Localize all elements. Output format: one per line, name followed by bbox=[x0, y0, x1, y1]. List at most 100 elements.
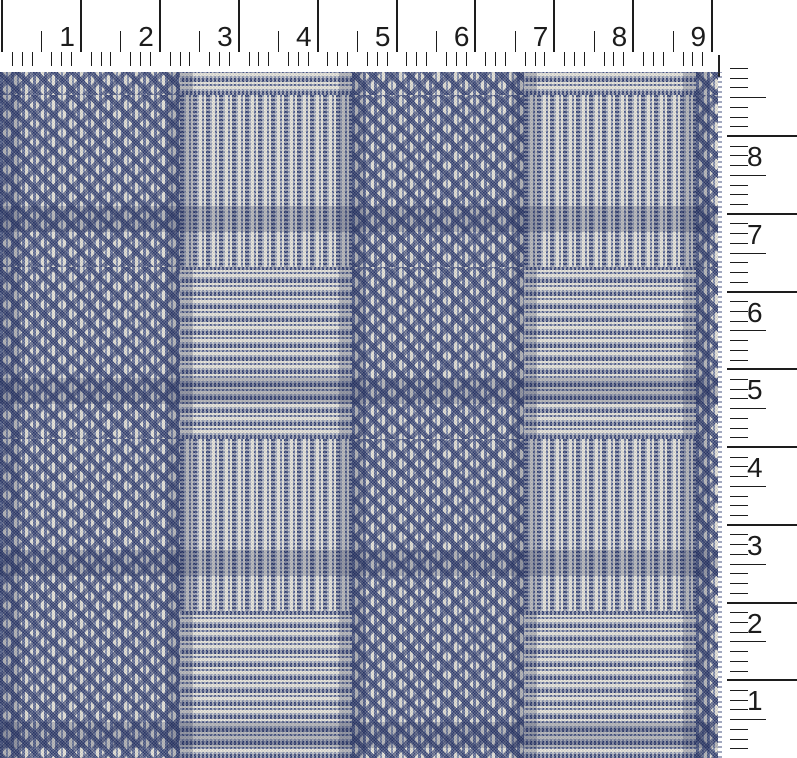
eighth-inch-tick bbox=[228, 52, 230, 66]
inch-number: 1 bbox=[747, 685, 763, 717]
eighth-inch-tick bbox=[544, 52, 546, 66]
eighth-inch-tick bbox=[179, 52, 181, 66]
inch-number: 2 bbox=[138, 21, 154, 52]
half-inch-tick bbox=[278, 31, 280, 52]
eighth-inch-tick bbox=[169, 52, 171, 66]
inch-number: 6 bbox=[747, 296, 763, 328]
eighth-inch-tick bbox=[730, 106, 748, 108]
eighth-inch-tick bbox=[730, 126, 748, 128]
houndstooth-block bbox=[352, 267, 524, 439]
eighth-inch-tick bbox=[730, 378, 748, 380]
eighth-inch-tick bbox=[730, 67, 748, 69]
eighth-inch-tick bbox=[366, 52, 368, 66]
eighth-inch-tick bbox=[445, 52, 447, 66]
eighth-inch-tick bbox=[288, 52, 289, 66]
eighth-inch-tick bbox=[730, 515, 748, 517]
eighth-inch-tick bbox=[730, 544, 748, 546]
half-inch-tick bbox=[730, 252, 766, 254]
inch-tick bbox=[316, 0, 319, 52]
eighth-inch-tick bbox=[730, 184, 748, 186]
houndstooth-block bbox=[0, 611, 180, 758]
half-inch-tick bbox=[730, 719, 766, 721]
half-inch-tick bbox=[730, 408, 766, 410]
vertical-stripe-block bbox=[524, 439, 696, 611]
eighth-inch-tick bbox=[21, 52, 23, 66]
eighth-inch-tick bbox=[130, 52, 132, 66]
half-inch-tick bbox=[730, 641, 766, 643]
inch-number: 1 bbox=[59, 21, 75, 52]
half-inch-tick bbox=[730, 97, 766, 99]
eighth-inch-tick bbox=[730, 320, 748, 322]
eighth-inch-tick bbox=[730, 660, 748, 662]
eighth-inch-tick bbox=[258, 52, 260, 66]
inch-tick bbox=[553, 0, 556, 52]
eighth-inch-tick bbox=[730, 709, 748, 711]
eighth-inch-tick bbox=[730, 631, 748, 633]
eighth-inch-tick bbox=[730, 359, 748, 361]
eighth-inch-tick bbox=[730, 437, 748, 439]
eighth-inch-tick bbox=[504, 52, 506, 66]
horizontal-stripe-block bbox=[180, 267, 352, 439]
eighth-inch-tick bbox=[730, 145, 748, 147]
eighth-inch-tick bbox=[90, 52, 92, 66]
eighth-inch-tick bbox=[376, 52, 378, 66]
fabric-swatch bbox=[0, 72, 718, 758]
inch-number: 8 bbox=[747, 141, 763, 172]
eighth-inch-tick bbox=[730, 281, 748, 283]
eighth-inch-tick bbox=[730, 349, 748, 351]
eighth-inch-tick bbox=[730, 534, 748, 536]
eighth-inch-tick bbox=[534, 52, 536, 66]
eighth-inch-tick bbox=[583, 52, 585, 66]
half-inch-tick bbox=[435, 31, 437, 52]
eighth-inch-tick bbox=[730, 670, 748, 672]
eighth-inch-tick bbox=[327, 52, 329, 66]
inch-tick bbox=[727, 135, 797, 137]
eighth-inch-tick bbox=[682, 52, 684, 66]
eighth-inch-tick bbox=[416, 52, 418, 66]
eighth-inch-tick bbox=[730, 87, 748, 89]
vertical-stripe-block bbox=[180, 95, 352, 267]
houndstooth-block bbox=[352, 95, 524, 267]
eighth-inch-tick bbox=[652, 52, 654, 66]
houndstooth-block bbox=[696, 267, 718, 439]
eighth-inch-tick bbox=[730, 495, 748, 497]
eighth-inch-tick bbox=[465, 52, 467, 66]
vertical-stripe-block bbox=[180, 439, 352, 611]
inch-tick bbox=[727, 368, 797, 371]
houndstooth-block bbox=[352, 611, 524, 758]
eighth-inch-tick bbox=[730, 204, 748, 206]
eighth-inch-tick bbox=[61, 52, 63, 66]
eighth-inch-tick bbox=[730, 456, 748, 458]
eighth-inch-tick bbox=[613, 52, 615, 66]
eighth-inch-tick bbox=[730, 738, 748, 740]
eighth-inch-tick bbox=[730, 77, 748, 79]
eighth-inch-tick bbox=[218, 52, 220, 66]
horizontal-stripe-block bbox=[180, 72, 352, 95]
inch-tick bbox=[237, 0, 240, 52]
houndstooth-block bbox=[352, 439, 524, 611]
eighth-inch-tick bbox=[662, 52, 664, 66]
eighth-inch-tick bbox=[268, 52, 270, 66]
eighth-inch-tick bbox=[730, 417, 748, 419]
inch-number: 4 bbox=[296, 21, 312, 52]
houndstooth-block bbox=[0, 267, 180, 439]
inch-number: 5 bbox=[747, 374, 763, 406]
inch-tick bbox=[474, 0, 477, 52]
inch-number: 3 bbox=[217, 21, 233, 52]
inch-number: 8 bbox=[611, 21, 628, 52]
eighth-inch-tick bbox=[730, 116, 748, 118]
eighth-inch-tick bbox=[495, 52, 497, 66]
eighth-inch-tick bbox=[574, 52, 576, 66]
houndstooth-block bbox=[696, 72, 718, 95]
eighth-inch-tick bbox=[71, 52, 73, 66]
eighth-inch-tick bbox=[730, 194, 748, 196]
eighth-inch-tick bbox=[730, 651, 748, 653]
inch-number: 9 bbox=[690, 21, 707, 52]
eighth-inch-tick bbox=[524, 52, 526, 66]
eighth-inch-tick bbox=[730, 612, 748, 614]
inch-number: 7 bbox=[532, 21, 549, 52]
eighth-inch-tick bbox=[730, 505, 748, 507]
eighth-inch-tick bbox=[692, 52, 694, 66]
half-inch-tick bbox=[730, 174, 766, 176]
houndstooth-block bbox=[0, 72, 180, 95]
